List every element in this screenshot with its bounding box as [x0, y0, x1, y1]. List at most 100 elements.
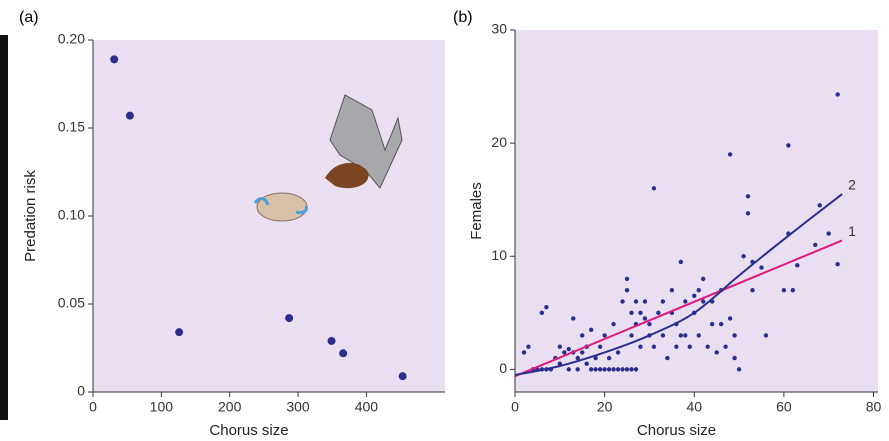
point	[638, 310, 643, 316]
point	[615, 350, 621, 355]
y-tick-label: 20	[491, 134, 507, 150]
point	[624, 287, 630, 293]
point	[633, 299, 639, 304]
y-axis-label: Predation risk	[22, 170, 39, 262]
point	[602, 333, 607, 338]
x-tick-label: 400	[355, 399, 379, 415]
point	[835, 261, 840, 267]
point	[727, 152, 733, 157]
point	[813, 242, 818, 248]
point	[790, 287, 796, 293]
y-tick-label: 0	[499, 360, 507, 376]
point	[566, 346, 571, 352]
point	[125, 111, 134, 120]
point	[683, 299, 688, 304]
point	[620, 367, 625, 372]
series-label: 1	[848, 223, 856, 239]
point	[701, 276, 706, 282]
point	[597, 367, 603, 372]
bat-illustration	[325, 94, 403, 189]
fit-line	[514, 193, 843, 377]
point	[339, 349, 348, 358]
point	[701, 299, 706, 304]
point	[544, 304, 549, 310]
x-tick-label: 60	[776, 399, 792, 415]
point	[665, 355, 670, 361]
point	[781, 287, 787, 293]
point	[588, 367, 594, 372]
point	[615, 367, 621, 372]
point	[602, 367, 607, 372]
point	[633, 367, 639, 372]
y-tick-label: 0	[77, 383, 85, 399]
point	[398, 372, 407, 381]
point	[732, 355, 737, 361]
x-tick-label: 100	[150, 399, 174, 415]
point	[593, 367, 598, 372]
point	[835, 92, 840, 97]
x-tick-label: 300	[286, 399, 310, 415]
point	[709, 321, 715, 327]
point	[678, 333, 684, 338]
series-label: 2	[848, 177, 856, 193]
point	[597, 344, 603, 349]
point	[745, 194, 751, 199]
point	[575, 367, 580, 372]
point	[562, 350, 567, 355]
point	[285, 314, 294, 323]
point	[611, 367, 616, 372]
point	[624, 276, 630, 282]
point	[727, 316, 733, 321]
point	[580, 350, 585, 355]
point	[683, 333, 688, 338]
point	[566, 367, 571, 372]
x-tick-label: 0	[511, 399, 519, 415]
y-tick-label: 0.10	[58, 207, 85, 223]
y-axis-label: Females	[468, 182, 485, 240]
point	[327, 336, 336, 345]
plot-background	[515, 30, 878, 392]
point	[526, 344, 531, 349]
x-axis-label: Chorus size	[209, 422, 288, 439]
point	[642, 316, 648, 321]
y-tick-label: 0.15	[58, 119, 85, 135]
frog-illustration	[253, 192, 308, 222]
point	[593, 355, 598, 361]
point	[705, 344, 710, 349]
point	[580, 333, 585, 338]
y-tick-label: 0.20	[58, 31, 85, 47]
point	[588, 327, 594, 332]
point	[826, 231, 831, 236]
panel-label: (b)	[453, 9, 473, 26]
point	[723, 344, 728, 349]
point	[606, 355, 612, 361]
point	[660, 333, 666, 338]
point	[714, 350, 719, 355]
point	[674, 344, 679, 349]
point	[732, 333, 737, 338]
point	[660, 299, 666, 304]
point	[575, 355, 580, 361]
point	[795, 263, 800, 268]
point	[624, 367, 630, 372]
point	[629, 310, 634, 316]
point	[651, 344, 657, 349]
x-tick-label: 80	[866, 399, 882, 415]
point	[759, 265, 764, 270]
point	[642, 299, 648, 304]
point	[692, 293, 697, 299]
point	[629, 367, 634, 372]
point	[647, 321, 652, 327]
y-tick-label: 30	[491, 21, 507, 37]
point	[786, 143, 791, 148]
point	[571, 316, 576, 321]
point	[736, 367, 742, 372]
y-tick-label: 10	[491, 247, 507, 263]
point	[745, 211, 751, 216]
edge-bar	[0, 35, 8, 420]
point	[629, 333, 634, 338]
x-tick-label: 200	[218, 399, 242, 415]
x-tick-label: 40	[686, 399, 702, 415]
point	[611, 321, 616, 327]
point	[620, 299, 625, 304]
